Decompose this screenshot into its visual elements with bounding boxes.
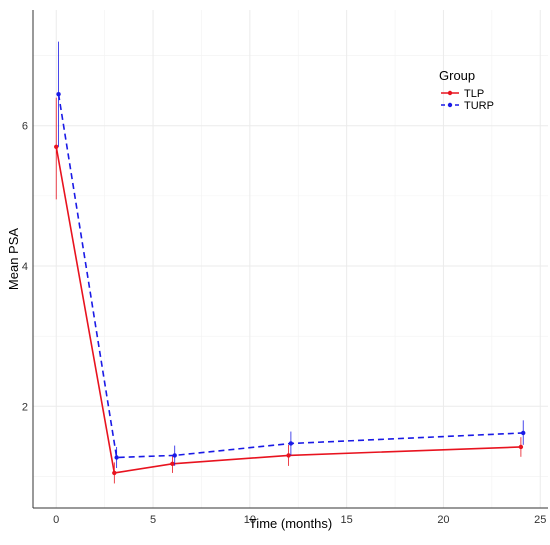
series-layer — [54, 41, 526, 484]
y-tick-label: 2 — [22, 401, 28, 413]
data-point-turp — [114, 455, 119, 460]
legend-key-point-tlp — [447, 90, 453, 96]
x-tick-label: 20 — [437, 514, 449, 526]
legend-label-tlp: TLP — [464, 88, 484, 100]
series-line-turp — [57, 94, 524, 459]
y-tick-label: 4 — [22, 261, 28, 273]
data-point-turp — [288, 441, 294, 446]
x-axis-title: Time (months) — [249, 516, 332, 531]
x-tick-label: 0 — [53, 514, 59, 526]
y-axis-title: Mean PSA — [6, 228, 21, 290]
data-point-turp — [521, 430, 526, 436]
data-point-turp — [172, 453, 177, 458]
legend-title: Group — [439, 68, 475, 83]
tick-labels: 0 5 10 15 20 25 2 4 6 — [22, 121, 547, 526]
legend-key-point-turp — [447, 102, 453, 108]
data-point-turp — [56, 91, 61, 97]
series-tlp — [54, 97, 524, 484]
axes — [32, 10, 548, 509]
series-turp — [56, 41, 526, 469]
major-gridlines — [33, 10, 548, 508]
data-point-tlp — [112, 470, 117, 476]
x-tick-label: 5 — [150, 514, 156, 526]
minor-gridlines — [33, 10, 548, 508]
data-point-tlp — [54, 144, 59, 149]
data-point-tlp — [170, 461, 175, 467]
x-tick-label: 15 — [341, 514, 353, 526]
x-tick-label: 10 — [244, 514, 256, 526]
legend-label-turp: TURP — [464, 100, 494, 112]
data-point-tlp — [518, 444, 524, 450]
x-tick-label: 25 — [534, 514, 546, 526]
y-tick-label: 6 — [22, 121, 28, 133]
data-point-tlp — [286, 453, 291, 458]
